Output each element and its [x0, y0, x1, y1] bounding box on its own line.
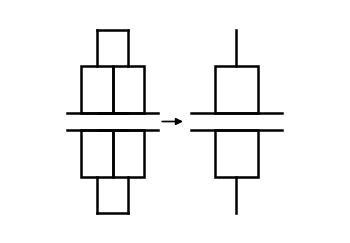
- Bar: [81, 66, 113, 113]
- Bar: [81, 130, 113, 177]
- Bar: [113, 66, 144, 113]
- Bar: [215, 66, 258, 113]
- Bar: [215, 130, 258, 177]
- Bar: [113, 130, 144, 177]
